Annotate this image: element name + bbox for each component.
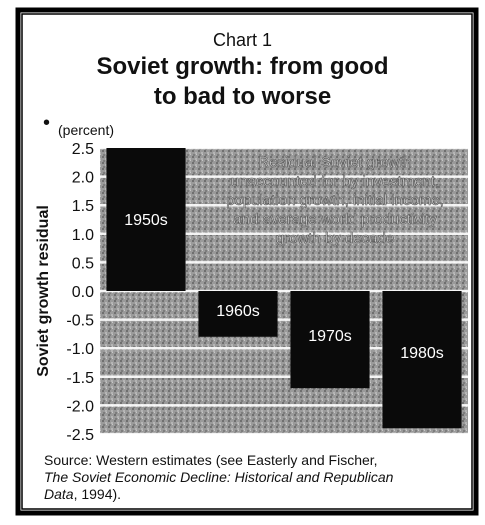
y-tick-label: -0.5 — [66, 313, 94, 330]
annotation-text: population growth, initial income, — [226, 192, 444, 209]
y-tick-label: 0.0 — [72, 284, 94, 301]
bullet-mark: • — [43, 112, 51, 134]
y-axis-label: Soviet growth residual — [35, 205, 52, 377]
y-tick-label: -2.0 — [66, 398, 94, 415]
bar-label: 1960s — [216, 303, 260, 320]
bar — [382, 291, 462, 429]
y-tick-label: -1.0 — [66, 341, 94, 358]
plot-area: Residual Soviet growth unaccounted for by… — [35, 141, 468, 444]
annotation-text: unaccounted for by investment, — [231, 173, 439, 190]
y-tick-label: 2.0 — [72, 170, 94, 187]
source-line2: The Soviet Economic Decline: Historical … — [44, 469, 394, 485]
y-tick-label: 1.5 — [72, 198, 94, 215]
y-tick-label: 0.5 — [72, 255, 94, 272]
bar-label: 1950s — [124, 212, 168, 229]
y-tick-label: -2.5 — [66, 427, 94, 444]
annotation-text: growth by decade — [276, 230, 394, 247]
bar-label: 1980s — [400, 345, 444, 362]
inner-border — [21, 13, 473, 510]
source-line3: Data, 1994). — [44, 486, 121, 502]
source-line3-rest: , 1994). — [73, 486, 122, 502]
source-line3-italic: Data — [44, 486, 74, 502]
bar — [198, 291, 278, 337]
bar — [106, 148, 186, 291]
chart-number: Chart 1 — [212, 30, 273, 50]
annotation-text: and average world productivity — [233, 211, 437, 228]
unit-label: (percent) — [58, 122, 115, 138]
y-tick-label: 1.0 — [72, 227, 94, 244]
bar — [290, 291, 370, 389]
chart-title-line2: to bad to worse — [153, 83, 332, 110]
bar-label: 1970s — [308, 328, 352, 345]
y-tick-label: -1.5 — [66, 370, 94, 387]
annotation-text: Residual Soviet growth — [258, 154, 411, 171]
source-line1: Source: Western estimates (see Easterly … — [44, 452, 378, 468]
chart-title-line1: Soviet growth: from good — [96, 53, 389, 80]
y-tick-label: 2.5 — [72, 141, 94, 158]
